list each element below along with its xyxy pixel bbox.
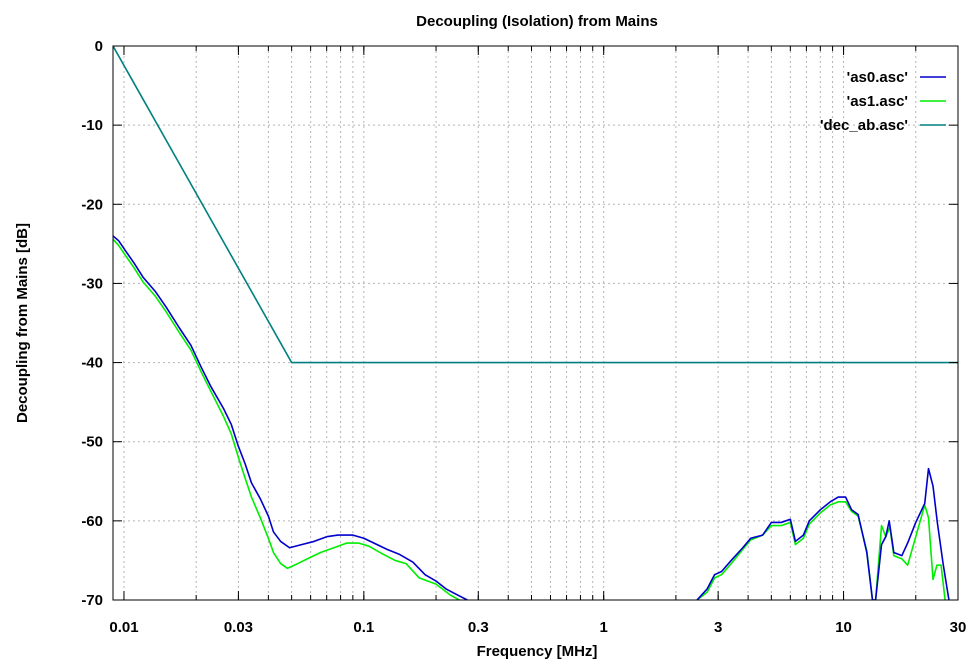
legend: 'as0.asc' 'as1.asc' 'dec_ab.asc' xyxy=(820,69,946,134)
y-axis-label: Decoupling from Mains [dB] xyxy=(14,223,31,423)
y-tick-label: -50 xyxy=(81,434,103,451)
y-tick-label: 0 xyxy=(95,38,103,55)
series-line-as0-asc xyxy=(113,235,468,600)
x-tick-label: 0.3 xyxy=(468,619,489,636)
plot-frame xyxy=(112,45,959,601)
x-tick-label: 3 xyxy=(714,619,722,636)
x-tick-label: 0.1 xyxy=(353,619,374,636)
series-line-as0-asc-hf xyxy=(696,467,950,600)
legend-label: 'as0.asc' xyxy=(847,69,908,86)
x-tick-label: 1 xyxy=(600,619,608,636)
y-tick-label: -30 xyxy=(81,275,103,292)
x-tick-label: 0.01 xyxy=(109,619,138,636)
x-axis-label: Frequency [MHz] xyxy=(477,643,598,660)
y-tick-label: -20 xyxy=(81,196,103,213)
grid-layer xyxy=(113,46,958,600)
series-line-dec-ab-asc xyxy=(113,46,958,364)
x-tick-label: 10 xyxy=(835,619,852,636)
chart-title: Decoupling (Isolation) from Mains xyxy=(416,13,658,30)
series-layer xyxy=(113,46,958,600)
ticks-layer: 0.01 0.03 0.1 0.3 1 3 10 30 0 -10 -20 -30 -40 -50 -60 -… xyxy=(81,38,966,636)
y-tick-label: -60 xyxy=(81,513,103,530)
legend-label: 'as1.asc' xyxy=(847,93,908,110)
y-tick-label: -10 xyxy=(81,117,103,134)
y-tick-label: -70 xyxy=(81,592,103,609)
series-line-as1-asc xyxy=(113,238,460,600)
x-tick-label: 0.03 xyxy=(224,619,253,636)
y-tick-label: -40 xyxy=(81,355,103,372)
x-tick-label: 30 xyxy=(950,619,967,636)
legend-label: 'dec_ab.asc' xyxy=(820,117,908,134)
series-line-as1-asc-hf xyxy=(696,501,946,600)
